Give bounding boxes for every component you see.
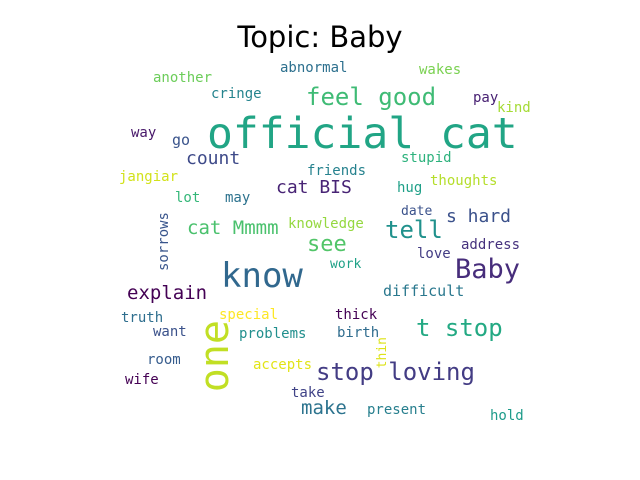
word-thin: thin xyxy=(375,337,390,369)
word-wife: wife xyxy=(125,372,159,388)
word-thick: thick xyxy=(335,307,378,323)
word-may: may xyxy=(225,190,251,206)
word-baby: Baby xyxy=(455,254,521,285)
word-know: know xyxy=(221,256,303,296)
word-cat-mmmm: cat Mmmm xyxy=(187,217,279,239)
word-lot: lot xyxy=(175,190,201,206)
word-pay: pay xyxy=(473,90,499,106)
word-work: work xyxy=(330,257,362,272)
word-love: love xyxy=(417,246,451,262)
word-knowledge: knowledge xyxy=(288,216,364,232)
word-room: room xyxy=(147,352,181,368)
word-accepts: accepts xyxy=(253,357,313,373)
word-cringe: cringe xyxy=(211,86,262,102)
word-t-stop: t stop xyxy=(416,314,503,342)
word-explain: explain xyxy=(127,282,208,304)
word-wakes: wakes xyxy=(419,62,462,78)
word-special: special xyxy=(219,307,279,323)
word-stop-loving: stop loving xyxy=(316,358,475,386)
word-s-hard: s hard xyxy=(446,206,512,227)
word-problems: problems xyxy=(239,326,307,342)
word-way: way xyxy=(131,125,157,141)
word-count: count xyxy=(186,148,241,169)
word-hug: hug xyxy=(397,180,423,196)
word-hold: hold xyxy=(490,408,524,424)
word-abnormal: abnormal xyxy=(280,60,348,76)
word-feel-good: feel good xyxy=(306,83,437,111)
word-go: go xyxy=(172,131,191,149)
word-tell: tell xyxy=(385,216,443,244)
word-another: another xyxy=(153,70,213,86)
word-take: take xyxy=(291,385,325,401)
word-thoughts: thoughts xyxy=(430,173,498,189)
word-stupid: stupid xyxy=(401,150,452,166)
chart-title: Topic: Baby xyxy=(237,20,403,54)
word-official-cat: official cat xyxy=(207,109,518,159)
word-difficult: difficult xyxy=(383,282,465,300)
word-sorrows: sorrows xyxy=(156,212,172,272)
word-kind: kind xyxy=(497,100,531,116)
word-jangiar: jangiar xyxy=(119,169,179,185)
word-birth: birth xyxy=(337,325,380,341)
word-present: present xyxy=(367,402,427,418)
word-make: make xyxy=(301,397,347,419)
word-friends: friends xyxy=(307,163,367,179)
word-see: see xyxy=(307,232,347,257)
word-one: one xyxy=(192,320,238,393)
word-address: address xyxy=(461,237,521,253)
word-date: date xyxy=(401,204,433,219)
word-want: want xyxy=(153,324,187,340)
word-truth: truth xyxy=(121,310,164,326)
word-cat-bis: cat BIS xyxy=(276,177,352,198)
